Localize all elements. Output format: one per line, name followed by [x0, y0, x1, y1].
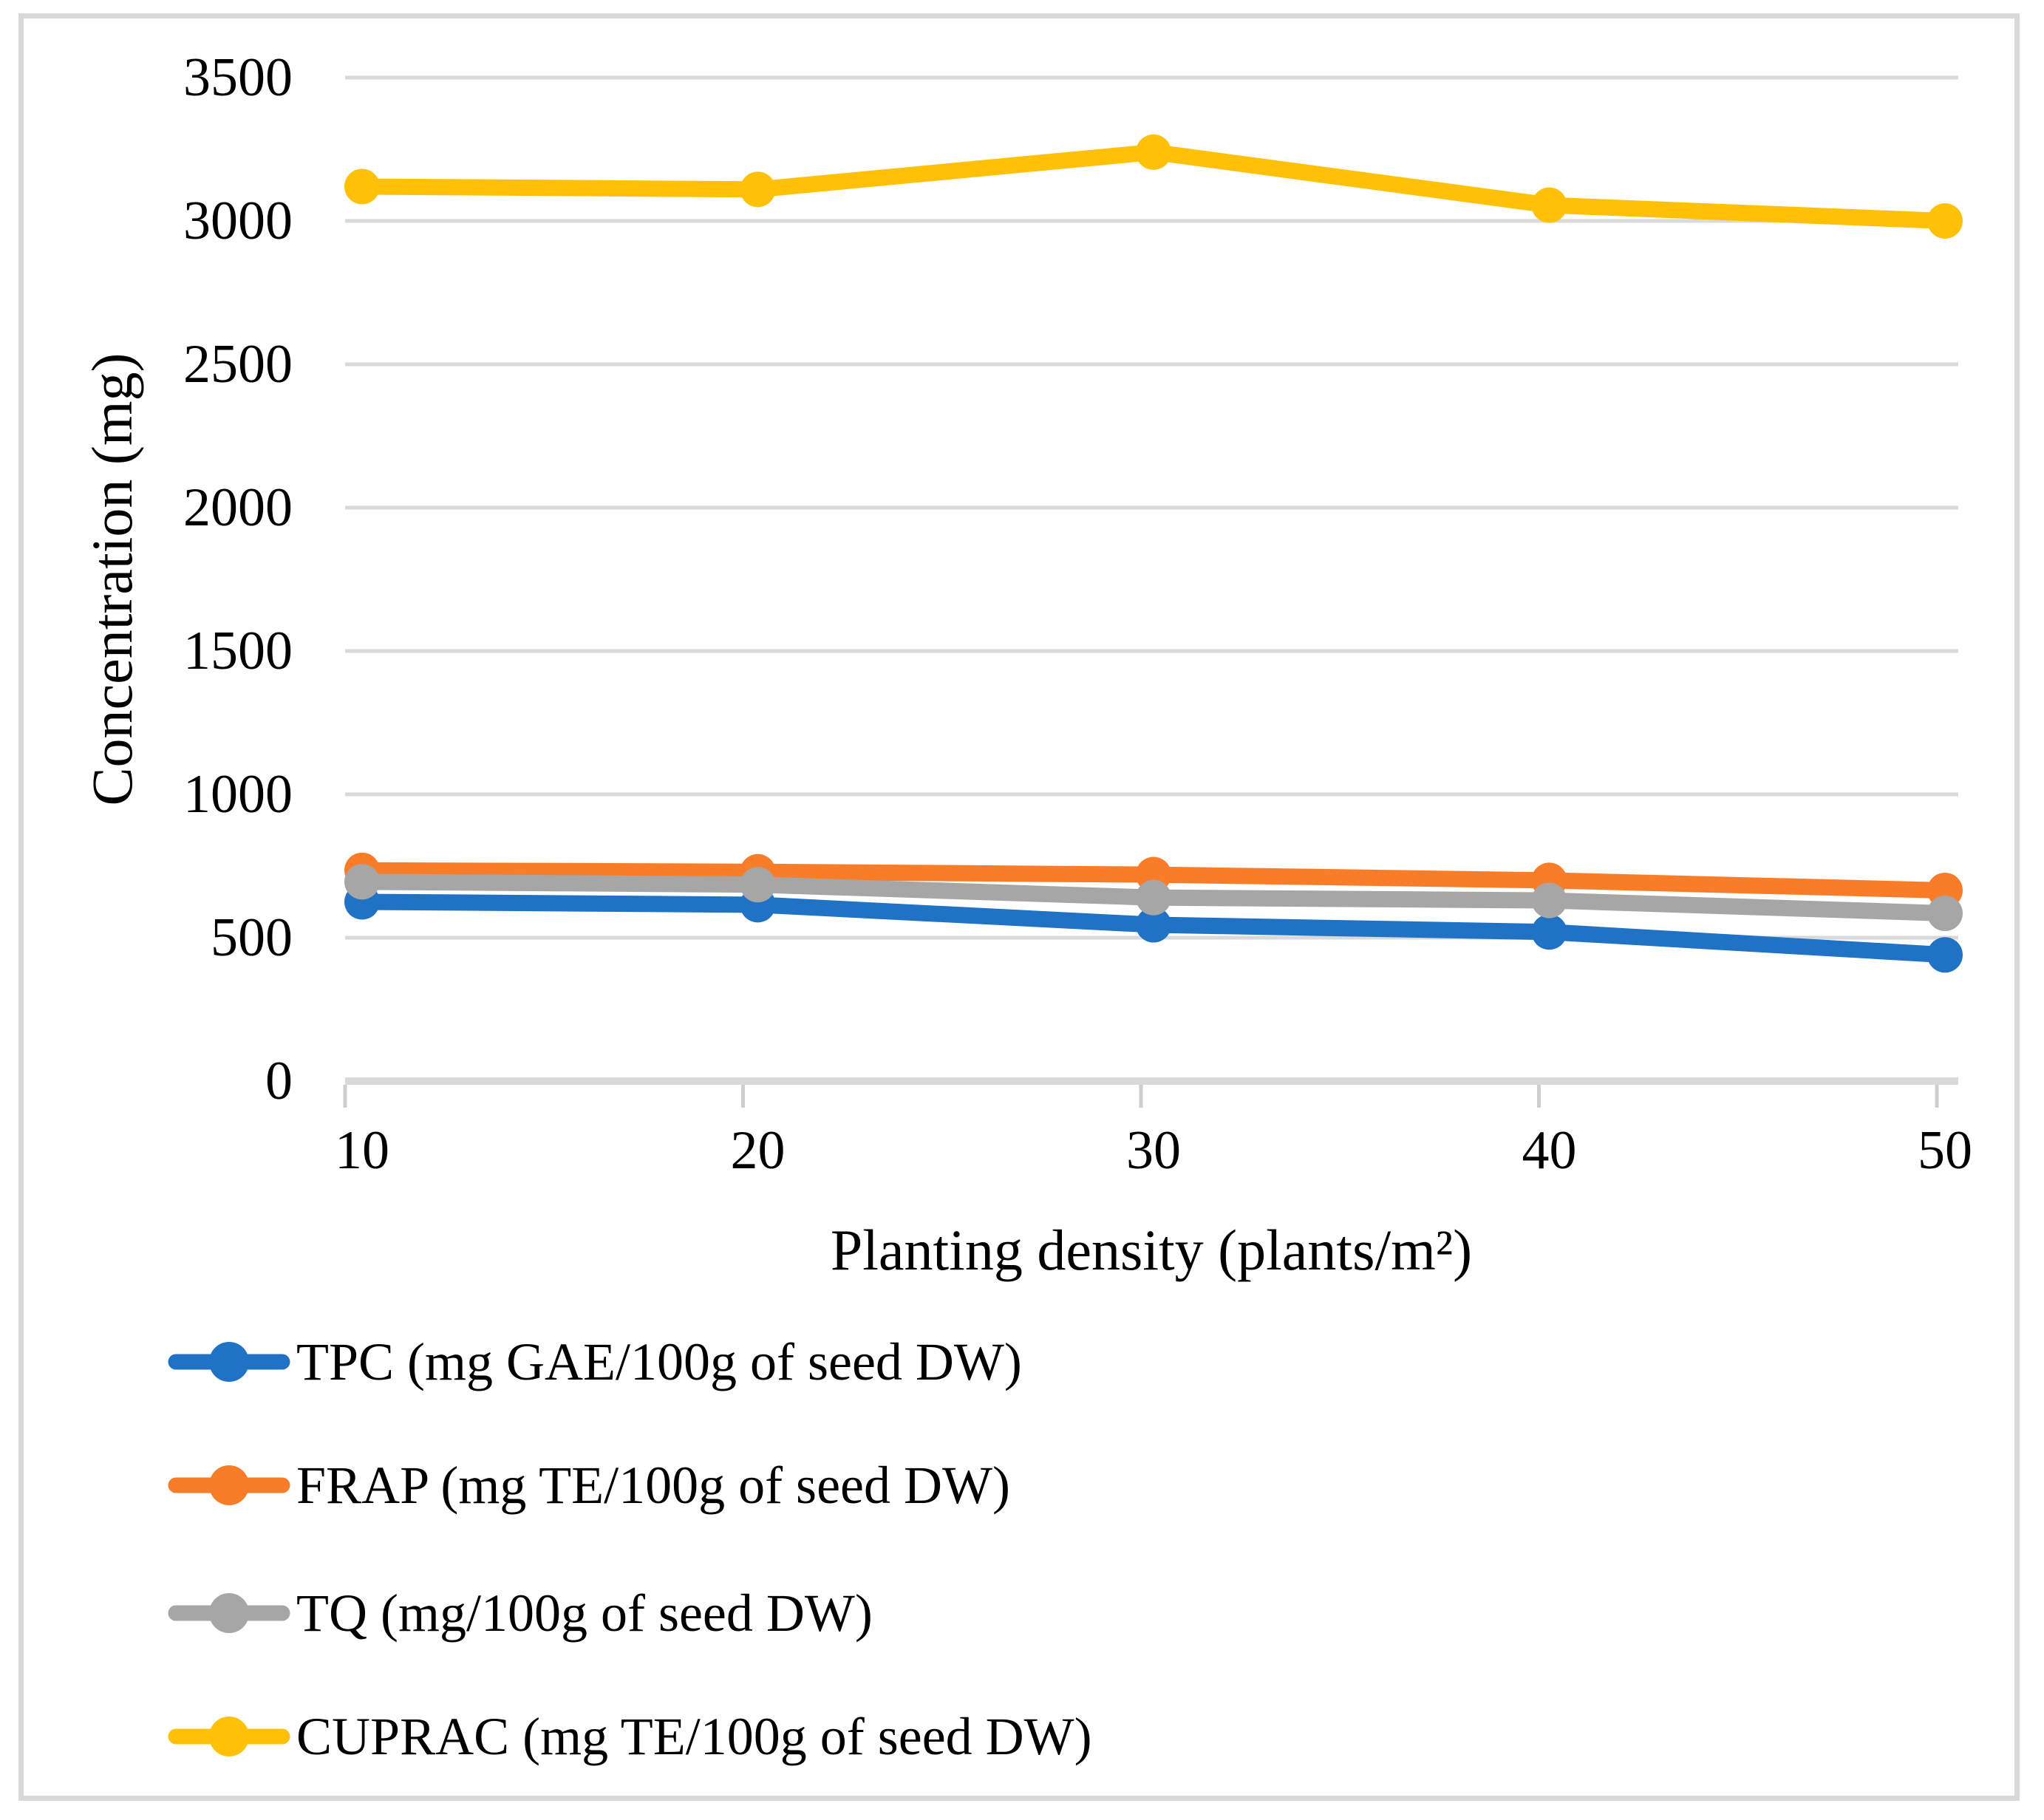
- x-tick-label: 50: [1918, 1120, 1972, 1181]
- data-point: [1136, 879, 1171, 916]
- data-point: [1531, 187, 1567, 223]
- y-tick-label: 3500: [183, 47, 293, 108]
- legend-marker-line-icon: [168, 1465, 290, 1505]
- legend-marker-line-icon: [168, 1717, 290, 1756]
- legend-marker-line-icon: [168, 1342, 290, 1382]
- legend-item-tq: TQ (mg/100g of seed DW): [168, 1582, 873, 1644]
- data-point: [740, 867, 776, 903]
- legend-item-cuprac: CUPRAC (mg TE/100g of seed DW): [168, 1705, 1092, 1768]
- figure-border: [18, 13, 2020, 1801]
- legend-item-frap: FRAP (mg TE/100g of seed DW): [168, 1454, 1010, 1516]
- y-tick-label: 1000: [183, 764, 293, 825]
- x-tick-label: 30: [1126, 1120, 1181, 1181]
- y-tick-label: 2000: [183, 477, 293, 538]
- legend-label: TQ (mg/100g of seed DW): [296, 1584, 873, 1643]
- data-point: [1136, 134, 1171, 170]
- legend-item-tpc: TPC (mg GAE/100g of seed DW): [168, 1331, 1022, 1393]
- data-point: [1927, 896, 1963, 932]
- data-point: [344, 864, 380, 900]
- data-point: [1531, 914, 1567, 950]
- x-tick-label: 10: [335, 1120, 389, 1181]
- legend-label: TPC (mg GAE/100g of seed DW): [296, 1332, 1022, 1391]
- data-point: [1927, 937, 1963, 973]
- x-tick-label: 40: [1522, 1120, 1577, 1181]
- y-tick-label: 0: [265, 1051, 293, 1111]
- data-point: [1136, 907, 1171, 943]
- y-tick-label: 1500: [183, 621, 293, 681]
- y-tick-label: 500: [211, 907, 293, 968]
- legend-label: FRAP (mg TE/100g of seed DW): [296, 1456, 1010, 1515]
- y-tick-label: 2500: [183, 334, 293, 395]
- legend-marker-line-icon: [168, 1593, 290, 1633]
- x-tick-label: 20: [730, 1120, 786, 1181]
- data-point: [1927, 203, 1963, 239]
- data-point: [1531, 882, 1567, 918]
- y-axis-title: Concentration (mg): [80, 352, 144, 806]
- x-axis-title: Planting density (plants/m²): [830, 1218, 1473, 1282]
- data-point: [344, 168, 380, 205]
- legend-label: CUPRAC (mg TE/100g of seed DW): [296, 1707, 1092, 1766]
- y-tick-label: 3000: [183, 191, 293, 251]
- data-point: [740, 171, 776, 208]
